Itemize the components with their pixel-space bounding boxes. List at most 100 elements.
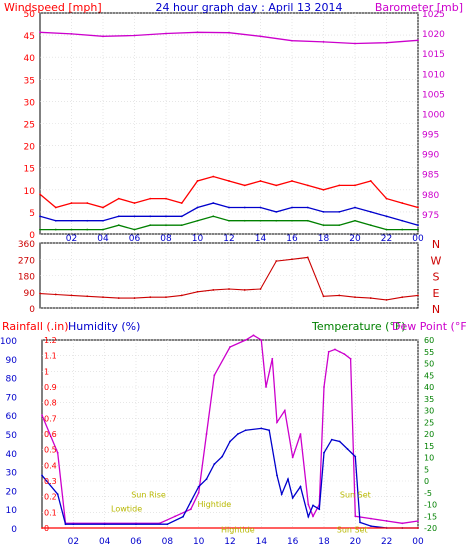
y-tick-label: 100 bbox=[0, 337, 17, 347]
series-point-humidity bbox=[182, 515, 184, 518]
y-tick-label: 30 bbox=[424, 407, 434, 416]
series-point-temperature bbox=[401, 522, 404, 525]
series-point-wind bbox=[228, 219, 230, 222]
annotation-label: Lowtide bbox=[111, 505, 142, 514]
x-tick-label: 16 bbox=[287, 537, 299, 547]
series-point-average bbox=[369, 211, 372, 213]
x-tick-label: 06 bbox=[129, 234, 141, 244]
series-point-gust bbox=[259, 180, 262, 182]
series-point-average bbox=[39, 215, 41, 218]
series-point-gust bbox=[228, 180, 230, 182]
series-point-wind bbox=[417, 228, 419, 231]
y-tick-label: 1 bbox=[44, 367, 49, 376]
barometer-axis-label: Barometer [mb] bbox=[375, 1, 463, 14]
series-point-average bbox=[322, 211, 325, 213]
series-point-temperature bbox=[327, 350, 330, 353]
series-point-average bbox=[401, 219, 404, 222]
series-point-humidity bbox=[166, 523, 169, 526]
y-tick-label: 1010 bbox=[422, 70, 445, 80]
series-point-gust bbox=[39, 193, 41, 196]
series-point-average bbox=[86, 219, 89, 222]
y-tick-label: 5 bbox=[424, 465, 429, 474]
barometer-axis: 975 980 985 990 995 1000 1005 1010 1015 1020 1025 bbox=[422, 10, 445, 221]
series-point-gust bbox=[243, 184, 246, 187]
y-tick-label: 5 bbox=[29, 209, 35, 219]
series-line-temperature bbox=[41, 334, 419, 524]
series-point-temperature bbox=[252, 334, 255, 337]
x-tick-label: 12 bbox=[223, 234, 234, 244]
x-tick-label: 00 bbox=[412, 537, 424, 547]
series-point-wind-direction bbox=[196, 290, 199, 293]
series-point-wind bbox=[401, 228, 404, 231]
series-point-gust bbox=[165, 197, 167, 200]
y-tick-label: 45 bbox=[24, 32, 35, 42]
wind-plot-grid bbox=[40, 12, 419, 235]
series-point-wind bbox=[133, 228, 136, 231]
y-tick-label: 1000 bbox=[422, 110, 445, 120]
series-point-humidity bbox=[229, 440, 231, 443]
temperature-label: Temperature (°F) bbox=[311, 320, 406, 333]
y-tick-label: 1025 bbox=[422, 10, 445, 20]
y-tick-label: 35 bbox=[424, 395, 434, 404]
series-point-temperature bbox=[343, 353, 346, 355]
series-point-gust bbox=[54, 206, 57, 209]
y-tick-label: 10 bbox=[424, 454, 434, 463]
x-tick-label: 00 bbox=[412, 234, 424, 244]
y-tick-label: 180 bbox=[18, 273, 35, 283]
y-tick-label: 1.1 bbox=[44, 352, 57, 361]
y-tick-label: 0.1 bbox=[44, 508, 57, 517]
x-tick-label: 14 bbox=[256, 537, 268, 547]
series-point-humidity bbox=[287, 478, 289, 481]
series-point-wind-direction bbox=[70, 294, 73, 297]
y-tick-label: 995 bbox=[422, 131, 439, 141]
series-point-humidity bbox=[236, 433, 239, 435]
series-point-humidity bbox=[260, 427, 263, 430]
x-tick-label: 14 bbox=[255, 234, 267, 244]
series-point-wind-direction bbox=[54, 293, 57, 296]
series-point-wind bbox=[180, 224, 183, 227]
y-tick-label: 1005 bbox=[422, 90, 445, 100]
series-point-temperature bbox=[385, 520, 388, 522]
series-point-average bbox=[102, 219, 104, 222]
series-point-average bbox=[165, 215, 167, 218]
series-point-humidity bbox=[268, 429, 271, 432]
y-tick-label: 40 bbox=[24, 54, 36, 64]
series-point-temperature bbox=[229, 346, 231, 348]
series-point-average bbox=[275, 211, 278, 213]
rainfall-label: Rainfall (.in) bbox=[2, 320, 69, 333]
series-point-temperature bbox=[271, 357, 274, 360]
y-tick-label: 980 bbox=[422, 191, 439, 201]
series-point-humidity bbox=[205, 478, 208, 481]
series-point-average bbox=[212, 202, 215, 204]
y-tick-label: 50 bbox=[6, 431, 18, 441]
y-tick-label: 30 bbox=[24, 98, 36, 108]
y-tick-label: -20 bbox=[424, 524, 437, 533]
series-point-humidity bbox=[41, 474, 43, 477]
series-point-humidity bbox=[276, 474, 278, 477]
wind-plot-x-axis: 02 04 06 08 10 12 14 16 18 20 22 00 bbox=[66, 234, 424, 244]
series-point-gust bbox=[70, 202, 73, 204]
y-tick-label: 50 bbox=[24, 10, 36, 20]
annotation-label: Sun Rise bbox=[131, 490, 166, 499]
series-point-humidity bbox=[338, 440, 341, 443]
annotation-label: Hightide bbox=[221, 526, 255, 535]
series-point-humidity bbox=[135, 523, 137, 526]
y-tick-label: 0.9 bbox=[44, 383, 57, 392]
series-point-temperature bbox=[189, 508, 192, 511]
series-point-wind-direction bbox=[259, 288, 262, 290]
series-point-barometer bbox=[291, 39, 293, 42]
y-tick-label: -15 bbox=[424, 512, 437, 521]
y-tick-label: 0.7 bbox=[44, 414, 57, 423]
y-tick-label: 1015 bbox=[422, 50, 445, 60]
compass-label: S bbox=[433, 271, 440, 284]
series-point-temperature bbox=[56, 451, 59, 454]
y-tick-label: 20 bbox=[6, 487, 18, 497]
series-point-temperature bbox=[197, 491, 200, 494]
series-point-gust bbox=[102, 206, 104, 209]
series-point-wind-direction bbox=[338, 294, 341, 297]
series-point-temperature bbox=[265, 386, 267, 388]
temperature-axis: -20 -15 -10 -5 0 5 10 15 20 25 30 35 40 45 50 55 60 bbox=[424, 336, 437, 533]
series-point-temperature bbox=[260, 339, 263, 341]
x-tick-label: 20 bbox=[349, 234, 361, 244]
